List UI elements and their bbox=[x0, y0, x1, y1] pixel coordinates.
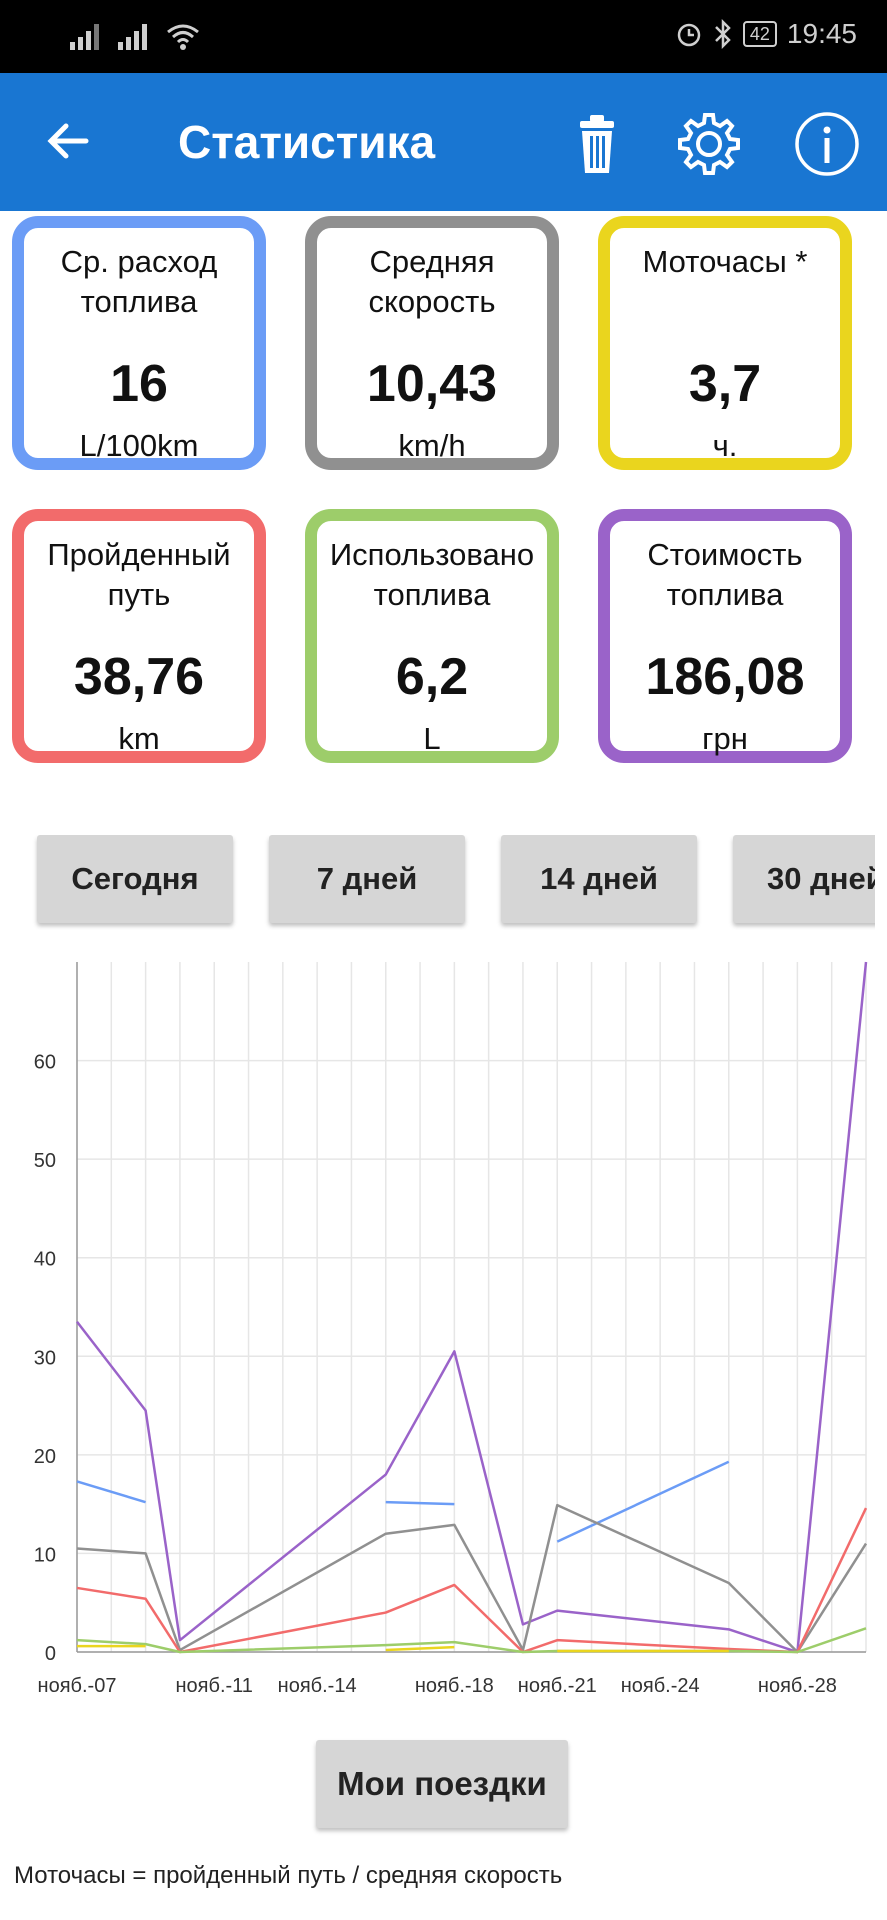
period-30-days-button[interactable]: 30 дней bbox=[733, 835, 875, 923]
series-line-2 bbox=[556, 1460, 730, 1543]
wifi-icon bbox=[167, 24, 199, 50]
status-right: 42 19:45 bbox=[675, 18, 857, 50]
status-bar: 42 19:45 bbox=[0, 0, 887, 73]
alarm-icon bbox=[677, 23, 701, 47]
card-label: Ср. расход топлива bbox=[60, 244, 218, 319]
y-tick-label: 40 bbox=[34, 1249, 56, 1271]
back-arrow-icon[interactable] bbox=[40, 113, 96, 169]
card-label: Моточасы * bbox=[642, 244, 808, 279]
card-unit: ч. bbox=[712, 428, 738, 463]
card-fuel-cost: Стоимость топлива 186,08 грн bbox=[598, 509, 852, 763]
series-line-3 bbox=[76, 1503, 868, 1654]
series-line-6 bbox=[385, 1645, 455, 1652]
battery-indicator: 42 bbox=[742, 21, 777, 47]
card-value: 6,2 bbox=[395, 648, 469, 706]
x-tick-label: нояб.-07 bbox=[38, 1675, 117, 1697]
card-unit: km bbox=[118, 721, 160, 756]
y-tick-label: 0 bbox=[45, 1643, 56, 1665]
trash-icon[interactable] bbox=[562, 109, 632, 179]
bluetooth-icon bbox=[715, 19, 731, 49]
x-tick-label: нояб.-21 bbox=[518, 1675, 597, 1697]
card-label: Стоимость топлива bbox=[647, 537, 803, 612]
period-7-days-button[interactable]: 7 дней bbox=[269, 835, 465, 923]
series-line-2 bbox=[385, 1500, 455, 1506]
card-value: 10,43 bbox=[366, 355, 498, 413]
card-unit: L/100km bbox=[79, 428, 199, 463]
x-tick-label: нояб.-11 bbox=[175, 1675, 252, 1697]
gear-icon[interactable] bbox=[674, 109, 744, 179]
card-fuel-used: Использовано топлива 6,2 L bbox=[305, 509, 559, 763]
info-icon[interactable] bbox=[792, 109, 862, 179]
card-value: 16 bbox=[110, 355, 168, 413]
card-value: 186,08 bbox=[645, 648, 805, 706]
x-tick-label: нояб.-28 bbox=[758, 1675, 837, 1697]
card-label: Средняя скорость bbox=[368, 244, 496, 319]
card-label: Использовано топлива bbox=[329, 537, 535, 612]
series-line-5 bbox=[76, 1627, 867, 1654]
card-avg-speed: Средняя скорость 10,43 km/h bbox=[305, 216, 559, 470]
signal-icon bbox=[118, 24, 147, 50]
line-chart: 0 10 20 30 40 50 60 нояб.-07 нояб.-11 нояб.-14 ноя… bbox=[34, 961, 868, 1697]
card-value: 3,7 bbox=[688, 355, 762, 413]
series-line-1 bbox=[76, 961, 868, 1654]
footnote: Моточасы = пройденный путь / средняя ско… bbox=[14, 1862, 563, 1889]
card-unit: km/h bbox=[398, 428, 466, 463]
card-unit: грн bbox=[702, 721, 748, 756]
y-tick-label: 30 bbox=[34, 1347, 56, 1369]
card-engine-hours: Моточасы * 3,7 ч. bbox=[598, 216, 852, 470]
signal-indicators bbox=[70, 22, 200, 50]
card-unit: L bbox=[423, 721, 441, 756]
series-line-4 bbox=[76, 1507, 868, 1654]
x-tick-label: нояб.-24 bbox=[621, 1675, 700, 1697]
period-today-button[interactable]: Сегодня bbox=[37, 835, 233, 923]
stats-chart: 0 10 20 30 40 50 60 нояб.-07 нояб.-11 нояб.-14 ноя… bbox=[0, 950, 887, 1710]
y-tick-label: 10 bbox=[34, 1544, 56, 1566]
y-tick-label: 20 bbox=[34, 1446, 56, 1468]
card-value: 38,76 bbox=[73, 648, 205, 706]
signal-icon bbox=[70, 24, 99, 50]
app-bar: Статистика bbox=[0, 73, 887, 211]
x-tick-label: нояб.-18 bbox=[415, 1675, 494, 1697]
y-tick-label: 50 bbox=[34, 1150, 56, 1172]
y-tick-label: 60 bbox=[34, 1052, 56, 1074]
period-selector: Сегодня 7 дней 14 дней 30 дней bbox=[0, 835, 875, 930]
card-distance: Пройденный путь 38,76 km bbox=[12, 509, 266, 763]
card-avg-consumption: Ср. расход топлива 16 L/100km bbox=[12, 216, 266, 470]
period-14-days-button[interactable]: 14 дней bbox=[501, 835, 697, 923]
page-title: Статистика bbox=[178, 116, 436, 168]
my-trips-button[interactable]: Мои поездки bbox=[316, 1740, 568, 1828]
clock: 19:45 bbox=[786, 18, 857, 49]
card-label: Пройденный путь bbox=[47, 537, 231, 612]
series-line-2 bbox=[76, 1480, 146, 1504]
x-tick-label: нояб.-14 bbox=[278, 1675, 357, 1697]
